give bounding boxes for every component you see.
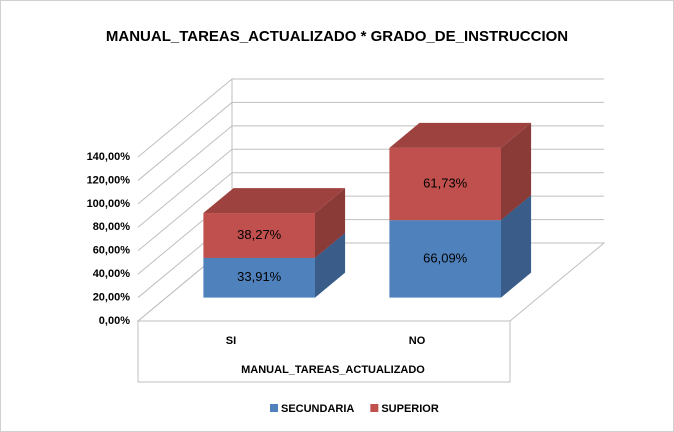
bar-top: [203, 188, 346, 214]
data-label: 66,09%: [423, 250, 468, 265]
bar-side: [315, 232, 346, 298]
y-tick-label: 140,00%: [87, 151, 131, 163]
y-tick-label: 60,00%: [93, 245, 131, 257]
y-tick-label: 40,00%: [93, 268, 131, 280]
legend-label: SECUNDARIA: [281, 403, 354, 415]
data-label: 38,27%: [237, 227, 282, 242]
x-tick-label: SI: [226, 335, 236, 347]
data-label: 33,91%: [237, 269, 282, 284]
y-tick-label: 120,00%: [87, 174, 131, 186]
chart-title: MANUAL_TAREAS_ACTUALIZADO * GRADO_DE_INS…: [106, 28, 568, 45]
data-label: 61,73%: [423, 175, 468, 190]
y-tick-label: 80,00%: [93, 221, 131, 233]
legend-swatch: [370, 404, 379, 412]
bar-front: [389, 220, 501, 298]
bar-top: [389, 122, 532, 148]
bar-segment: [203, 188, 346, 258]
bar-front: [203, 213, 315, 258]
bar-side: [315, 188, 346, 258]
bar-side: [501, 195, 532, 298]
y-tick-label: 0,00%: [99, 315, 130, 327]
y-tick-label: 20,00%: [93, 291, 131, 303]
x-axis-title: MANUAL_TAREAS_ACTUALIZADO: [241, 364, 425, 376]
bar-front: [389, 147, 501, 221]
legend-swatch: [270, 404, 278, 412]
y-tick-label: 100,00%: [87, 198, 131, 210]
bar-segment: [389, 122, 532, 221]
legend-label: SUPERIOR: [381, 403, 439, 415]
axis-box: [137, 321, 511, 383]
bar-side: [501, 122, 532, 221]
bar-front: [203, 257, 315, 298]
x-tick-label: NO: [409, 335, 426, 347]
